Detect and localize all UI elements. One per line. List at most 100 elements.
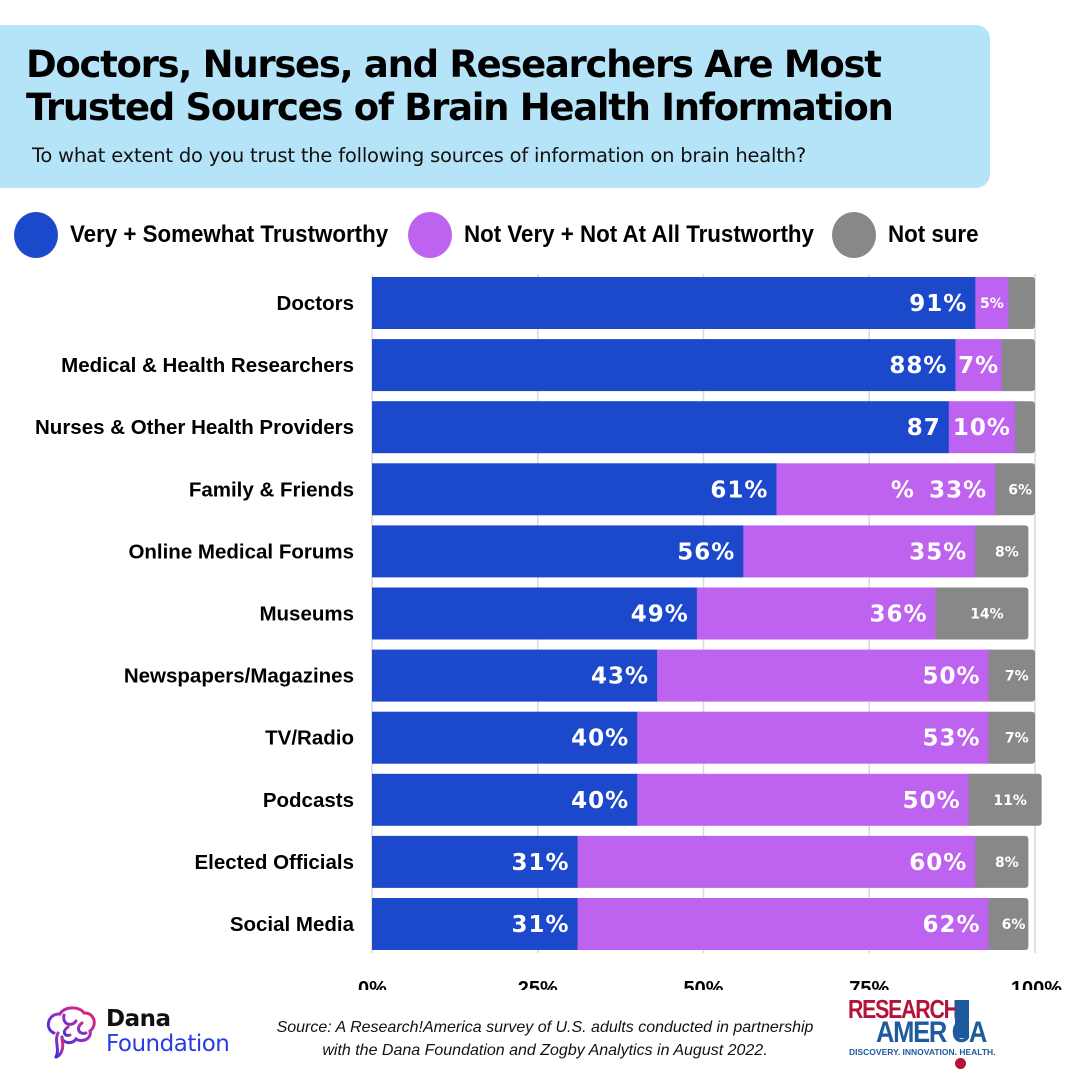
legend-label-distrust: Not Very + Not At All Trustworthy (464, 221, 815, 248)
data-label-trust: 49% (631, 602, 689, 628)
legend-swatch-notsure-icon (832, 212, 877, 258)
bar-segment-notsure (1001, 339, 1035, 392)
x-tick-label: 50% (683, 978, 723, 990)
stacked-bar-chart: Doctors 91% 5% Medical & Health Researchers… (35, 274, 1062, 990)
bar-segment-notsure-edge (988, 649, 993, 702)
data-label-distrust: 7% (958, 353, 999, 379)
data-label-trust: 91% (909, 291, 967, 317)
data-label-notsure: 7% (1005, 669, 1029, 685)
bar-segment-notsure (968, 773, 1042, 826)
bar-segment-notsure (975, 525, 1029, 578)
bar-segment-distrust (776, 463, 996, 516)
bar-segment-distrust (637, 773, 970, 826)
source-line-1: Source: A Research!America survey of U.S… (276, 1019, 814, 1036)
bar-segment-notsure (975, 835, 1029, 888)
bar-segment-notsure (935, 587, 1029, 640)
data-label-distrust: 60% (909, 850, 967, 876)
category-label: Elected Officials (194, 851, 354, 874)
bar-segment-trust (372, 525, 744, 578)
x-tick-label: 100% (1011, 978, 1062, 990)
exclamation-dot-icon (955, 1058, 966, 1069)
bar-segment-trust (372, 835, 579, 888)
category-label: Nurses & Other Health Providers (35, 416, 354, 439)
data-label-distrust: 50% (903, 788, 961, 814)
bar-segment-distrust (955, 339, 1003, 392)
data-label-trust: 40% (571, 726, 629, 752)
data-label-distrust: 53% (923, 726, 981, 752)
data-label-notsure: 6% (1002, 917, 1026, 933)
data-label-trust: 31% (511, 850, 569, 876)
header-banner (0, 25, 990, 188)
data-label-notsure: 7% (1005, 731, 1029, 747)
bar-segment-notsure-edge (975, 525, 980, 578)
dana-foundation-text: Foundation (106, 1031, 230, 1057)
bar-segment-notsure-edge (975, 835, 980, 888)
bar-segment-notsure-edge (995, 463, 1000, 516)
legend-swatch-distrust-icon (408, 212, 453, 258)
source-note: Source: A Research!America survey of U.S… (250, 1016, 840, 1062)
exclamation-bar-icon (955, 1000, 969, 1038)
bar-segment-distrust (577, 898, 990, 950)
category-label: TV/Radio (265, 727, 354, 750)
bar-segment-distrust (696, 587, 937, 640)
ra-logo-bottom: AMER CA (876, 1016, 987, 1049)
legend-item-notsure: Not sure (832, 212, 985, 258)
bar-segment-notsure (988, 711, 1035, 764)
data-label-trust: 61% (710, 477, 768, 503)
source-line-2: with the Dana Foundation and Zogby Analy… (322, 1042, 768, 1059)
bar-segment-trust (372, 463, 777, 516)
bar-segment-notsure-edge (968, 773, 973, 826)
bar-segment-notsure-edge (988, 711, 993, 764)
ra-tagline: DISCOVERY. INNOVATION. HEALTH. (849, 1047, 996, 1057)
category-label: Medical & Health Researchers (61, 354, 354, 377)
legend-swatch-trust-icon (14, 212, 58, 258)
chart-subtitle: To what extent do you trust the followin… (32, 144, 807, 167)
legend: Very + Somewhat Trustworthy Not Very + N… (14, 212, 1000, 258)
legend-label-notsure: Not sure (888, 221, 979, 248)
data-label-notsure: 14% (970, 607, 1004, 623)
bar-segment-notsure (988, 898, 1029, 950)
data-label-notsure: 8% (995, 855, 1019, 871)
category-label: Podcasts (263, 789, 354, 812)
chart-title: Doctors, Nurses, and Researchers Are Mos… (26, 43, 894, 129)
data-label-trust: 43% (591, 664, 649, 690)
x-tick-label: 0% (358, 978, 387, 990)
bar-segment-notsure-edge (1001, 339, 1006, 392)
category-label: Doctors (277, 292, 354, 315)
bar-segment-notsure-edge (1015, 401, 1020, 454)
bar-segment-distrust (577, 835, 976, 888)
bar-segment-trust (372, 339, 956, 392)
bar-segment-distrust (657, 649, 990, 702)
bar-segment-notsure (1008, 277, 1035, 329)
data-label-distrust: 36% (869, 602, 927, 628)
bar-segment-notsure-edge (1008, 277, 1013, 329)
research-america-logo: RESEARCH AMER CA DISCOVERY. INNOVATION. … (846, 994, 1022, 1069)
bar-segment-distrust (743, 525, 976, 578)
legend-item-trust: Very + Somewhat Trustworthy (14, 212, 412, 258)
bar-segment-notsure (995, 463, 1035, 516)
title-line-2: Trusted Sources of Brain Health Informat… (26, 86, 894, 129)
data-label-notsure: 8% (995, 544, 1019, 560)
data-label-trust: 56% (677, 539, 735, 565)
stray-percent-label: % (891, 477, 914, 503)
data-label-distrust: 62% (923, 912, 981, 938)
bar-segment-trust (372, 898, 579, 950)
data-label-trust: 31% (511, 912, 569, 938)
title-line-1: Doctors, Nurses, and Researchers Are Mos… (26, 43, 882, 86)
ra-logo-top: RESEARCH (848, 994, 959, 1024)
data-label-distrust: 50% (923, 664, 981, 690)
bar-segment-distrust (948, 401, 1016, 454)
bar-segment-trust (372, 773, 638, 826)
bar-segment-trust (372, 277, 976, 329)
bar-segment-notsure (1015, 401, 1035, 454)
x-tick-label: 75% (849, 978, 889, 990)
category-label: Social Media (230, 913, 355, 936)
x-tick-label: 25% (518, 978, 558, 990)
bar-segment-trust (372, 401, 950, 454)
bar-segment-trust (372, 711, 638, 764)
bar-segment-trust (372, 587, 698, 640)
brain-logo-icon (46, 1006, 96, 1059)
legend-item-distrust: Not Very + Not At All Trustworthy (408, 212, 840, 258)
bar-segment-notsure (988, 649, 1035, 702)
data-label-distrust: 35% (909, 539, 967, 565)
